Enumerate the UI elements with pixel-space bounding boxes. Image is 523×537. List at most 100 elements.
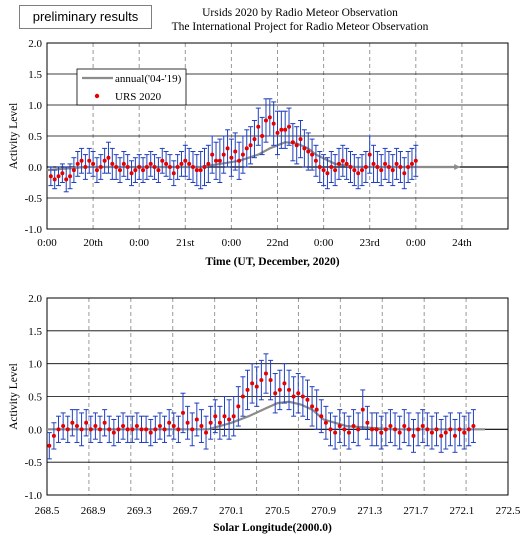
- urs-data-point: [208, 420, 213, 425]
- urs-data-point: [329, 165, 334, 169]
- urs-data-point: [263, 371, 268, 376]
- urs-data-point: [273, 391, 278, 396]
- urs-data-point: [363, 165, 368, 169]
- plot-frame: [46, 42, 509, 230]
- urs-data-point: [153, 427, 158, 432]
- y-tick-label: 1.0: [28, 100, 42, 112]
- urs-data-point: [185, 420, 190, 425]
- x-tick-label: 268.9: [81, 505, 106, 517]
- urs-data-point: [56, 174, 61, 179]
- urs-data-point: [313, 158, 318, 163]
- urs-data-point: [125, 427, 130, 432]
- urs-data-point: [365, 420, 370, 425]
- urs-data-point: [70, 420, 75, 425]
- urs-data-point: [129, 171, 134, 176]
- urs-data-point: [416, 427, 421, 432]
- urs-data-point: [93, 424, 98, 429]
- urs-data-point: [296, 391, 301, 396]
- urs-data-point: [167, 165, 172, 169]
- urs-data-point: [171, 171, 176, 176]
- urs-data-point: [156, 168, 161, 173]
- chart-panel-1: 2.01.51.00.50.0-0.5-1.00:00 20th 0:00 21st 0…: [8, 38, 509, 268]
- urs-data-point: [240, 152, 245, 157]
- urs-data-point: [237, 158, 242, 163]
- y-tick-label: 2.0: [28, 293, 42, 305]
- urs-data-point: [144, 427, 149, 432]
- urs-data-point: [466, 427, 471, 432]
- urs-data-point: [397, 430, 402, 435]
- urs-data-point: [88, 427, 93, 432]
- urs-data-point: [222, 414, 227, 419]
- urs-data-point: [98, 427, 103, 432]
- urs-data-point: [106, 155, 111, 160]
- urs-data-point: [114, 165, 119, 169]
- urs-data-point: [162, 427, 167, 432]
- chart-title-line2: The International Project for Radio Mete…: [171, 21, 429, 33]
- legend: annual('04-'19) URS 2020: [76, 68, 187, 106]
- urs-data-point: [183, 158, 188, 163]
- urs-data-point: [75, 161, 80, 166]
- x-tick-label: 271.7: [403, 505, 428, 517]
- x-tick-label: 0:00: [222, 237, 242, 249]
- urs-data-point: [134, 424, 139, 429]
- urs-data-point: [190, 427, 195, 432]
- y-tick-label: -0.5: [25, 457, 43, 469]
- urs-data-point: [325, 171, 330, 176]
- urs-data-point: [233, 149, 238, 154]
- urs-data-point: [52, 177, 57, 182]
- urs-data-point: [393, 427, 398, 432]
- urs-data-point: [245, 387, 250, 392]
- urs-data-point: [217, 420, 222, 425]
- urs-data-point: [65, 427, 70, 432]
- urs-data-point: [260, 134, 265, 138]
- legend-urs-swatch: [94, 93, 100, 99]
- urs-data-point: [344, 161, 349, 166]
- urs-data-point: [425, 427, 430, 432]
- x-tick-label: 0:00: [406, 237, 426, 249]
- urs-data-point: [352, 168, 357, 173]
- urs-data-point: [64, 177, 69, 182]
- urs-data-point: [180, 410, 185, 415]
- urs-data-point: [398, 165, 403, 169]
- urs-data-point: [139, 427, 144, 432]
- urs-data-point: [328, 427, 333, 432]
- urs-data-point: [179, 161, 184, 166]
- urs-data-point: [346, 430, 351, 435]
- urs-data-point: [283, 127, 288, 132]
- y-tick-label: 0.0: [28, 424, 42, 436]
- urs-data-point: [167, 420, 172, 425]
- urs-data-point: [60, 171, 65, 176]
- urs-data-point: [125, 165, 130, 169]
- urs-data-point: [56, 427, 61, 432]
- urs-data-point: [198, 168, 203, 173]
- urs-data-point: [171, 424, 176, 429]
- urs-data-point: [227, 417, 232, 422]
- urs-data-point: [91, 161, 96, 166]
- annual-line-arrowhead: [454, 164, 461, 170]
- y-tick-label: 0.5: [28, 392, 42, 404]
- urs-data-point: [199, 424, 204, 429]
- urs-data-point: [305, 397, 310, 402]
- x-tick-label: 21st: [176, 237, 194, 249]
- urs-data-point: [141, 168, 146, 173]
- urs-data-point: [61, 424, 66, 429]
- urs-data-point: [116, 427, 121, 432]
- urs-data-point: [317, 165, 322, 169]
- urs-data-point: [187, 161, 192, 166]
- urs-data-point: [194, 168, 199, 173]
- urs-data-point: [411, 433, 416, 438]
- urs-data-point: [267, 115, 272, 120]
- urs-data-point: [287, 387, 292, 392]
- urs-data-point: [47, 443, 52, 448]
- y-axis-label: Activity Level: [8, 103, 20, 170]
- urs-data-point: [217, 158, 222, 163]
- urs-data-point: [342, 427, 347, 432]
- urs-data-point: [367, 152, 372, 157]
- plot-frame: [46, 297, 509, 496]
- urs-data-point: [452, 433, 457, 438]
- urs-data-point: [429, 430, 434, 435]
- urs-data-point: [434, 427, 439, 432]
- urs-data-point: [225, 146, 230, 151]
- urs-data-point: [383, 427, 388, 432]
- urs-data-point: [87, 158, 92, 163]
